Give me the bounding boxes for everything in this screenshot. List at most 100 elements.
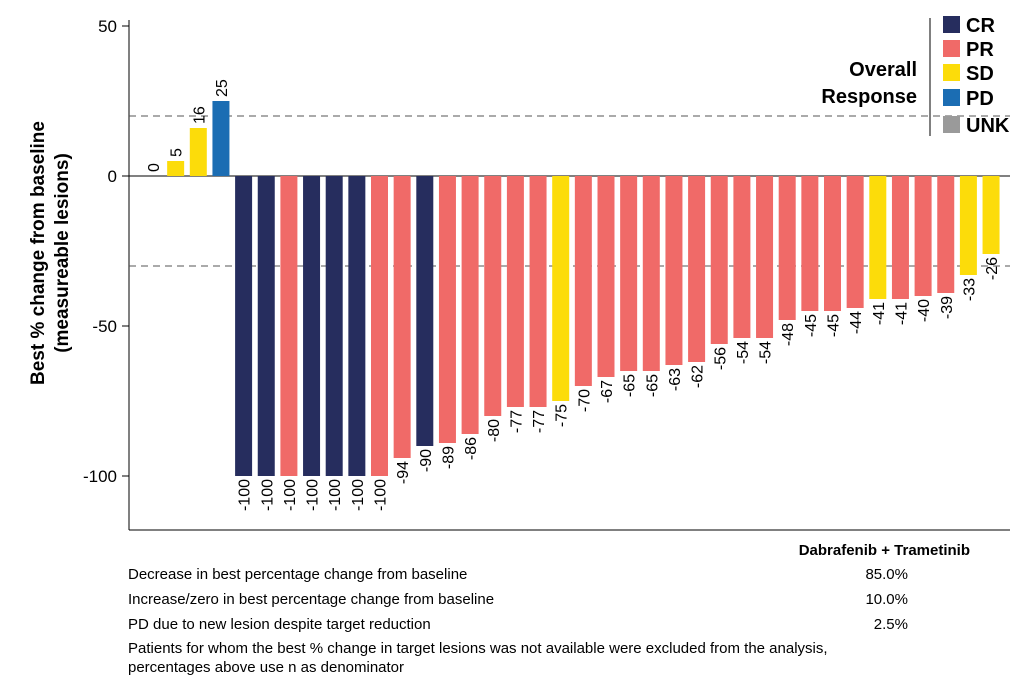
bar-label: -41: [893, 302, 910, 325]
bar: [982, 176, 1000, 254]
bar-label: -77: [531, 410, 548, 433]
bar-label: -26: [984, 257, 1001, 280]
bar-label: -48: [780, 323, 797, 346]
y-axis-label-line-2: (measureable lesions): [52, 153, 73, 353]
summary-row-label: PD due to new lesion despite target redu…: [128, 616, 431, 633]
bar: [235, 176, 253, 476]
bar: [416, 176, 434, 446]
legend-label: UNK: [966, 115, 1010, 137]
y-tick-label: 50: [98, 17, 117, 36]
summary-footnote-line: percentages above use n as denominator: [128, 659, 405, 676]
bar: [891, 176, 909, 299]
y-axis-label-line-1: Best % change from baseline: [28, 121, 49, 385]
bar-label: -100: [282, 479, 299, 511]
legend-swatch: [943, 89, 960, 106]
bar-label: -86: [463, 437, 480, 460]
bar-label: -40: [916, 299, 933, 322]
summary-footnote: Patients for whom the best % change in t…: [128, 639, 988, 677]
bar: [167, 161, 185, 176]
bar-label: -63: [667, 368, 684, 391]
bar: [756, 176, 774, 338]
summary-row-value: 10.0%: [865, 591, 908, 608]
legend-title-line-1: Overall: [849, 59, 917, 81]
bar: [189, 128, 207, 176]
legend-swatch: [943, 116, 960, 133]
bar-label: 0: [146, 163, 163, 172]
bar-label: -67: [599, 380, 616, 403]
legend-title-line-2: Response: [821, 86, 917, 108]
summary-row-label: Decrease in best percentage change from …: [128, 566, 468, 583]
bar: [529, 176, 547, 407]
bar-label: -39: [939, 296, 956, 319]
bar: [846, 176, 864, 308]
bar-label: -100: [373, 479, 390, 511]
bar: [461, 176, 479, 434]
bar-label: -94: [395, 461, 412, 484]
bar-label: -65: [622, 374, 639, 397]
bar: [824, 176, 841, 311]
bar: [438, 176, 456, 443]
bar-label: 5: [169, 148, 186, 157]
bar-label: -75: [554, 404, 571, 427]
bar: [710, 176, 728, 344]
legend-swatch: [943, 16, 960, 33]
bar-label: -33: [961, 278, 978, 301]
bar-label: -100: [305, 479, 322, 511]
legend-label: SD: [966, 63, 994, 85]
bar: [937, 176, 955, 293]
bar-label: 16: [191, 106, 208, 124]
y-tick-label: -50: [92, 317, 117, 336]
bar-label: -54: [735, 341, 752, 364]
bar-label: -89: [440, 446, 457, 469]
bar-label: -65: [644, 374, 661, 397]
bar-label: -100: [350, 479, 367, 511]
bar-label: -45: [803, 314, 820, 337]
summary-footnote-line: Patients for whom the best % change in t…: [128, 640, 828, 657]
bar-label: -45: [826, 314, 843, 337]
bar: [506, 176, 524, 407]
bar: [393, 176, 411, 458]
bar: [642, 176, 660, 371]
bar: [348, 176, 366, 476]
bar: [371, 176, 388, 476]
chart-bar-labels: 05 16 25 -100 -100 -100 -100 -100 -100 -100 -94 -90…: [146, 79, 1001, 511]
summary-row: Decrease in best percentage change from …: [128, 566, 908, 586]
summary-row-value: 85.0%: [865, 566, 908, 583]
bar-label: -62: [690, 365, 707, 388]
bar: [778, 176, 796, 320]
bar-label: -80: [486, 419, 503, 442]
bar: [303, 176, 321, 476]
bar: [620, 176, 638, 371]
chart-bars: [167, 101, 1000, 476]
y-tick-label: 0: [108, 167, 117, 186]
summary-row: Increase/zero in best percentage change …: [128, 591, 908, 611]
legend-swatch: [943, 64, 960, 81]
bar-label: 25: [214, 79, 231, 97]
bar: [325, 176, 343, 476]
summary-row-value: 2.5%: [873, 616, 908, 633]
bar-label: -56: [712, 347, 729, 370]
bar-label: -100: [237, 479, 254, 511]
bar: [959, 176, 977, 275]
bar: [665, 176, 683, 365]
bar: [688, 176, 706, 362]
bar: [914, 176, 932, 296]
bar: [257, 176, 275, 476]
bar: [280, 176, 298, 476]
bar: [597, 176, 615, 377]
bar-label: -41: [871, 302, 888, 325]
bar-label: -70: [576, 389, 593, 412]
bar-label: -44: [848, 311, 865, 334]
bar: [733, 176, 751, 338]
bar: [574, 176, 592, 386]
summary-column-header: Dabrafenib + Trametinib: [798, 542, 970, 559]
y-tick-label: -100: [83, 467, 117, 486]
bar: [801, 176, 819, 311]
legend-swatch: [943, 40, 960, 57]
bar: [212, 101, 230, 176]
legend-label: PD: [966, 88, 994, 110]
bar: [552, 176, 570, 401]
